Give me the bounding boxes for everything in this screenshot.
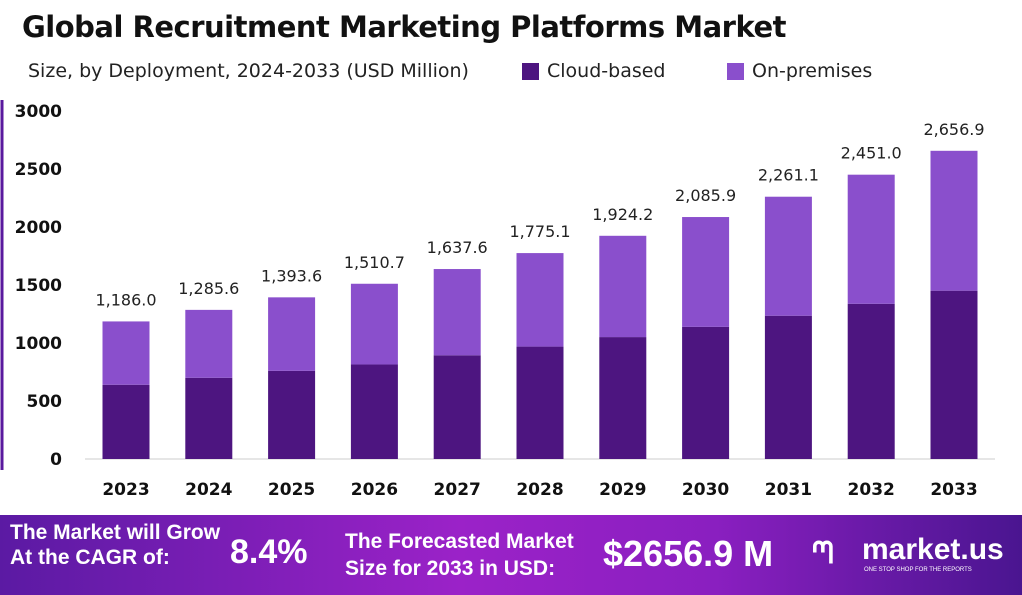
- bar-cloud-based-2029: [599, 337, 647, 459]
- x-tick-label: 2024: [185, 480, 232, 500]
- x-tick-label: 2028: [516, 480, 563, 500]
- logo-text: market.us: [862, 533, 1004, 566]
- x-tick-label: 2031: [765, 480, 812, 500]
- x-tick-label: 2027: [434, 480, 481, 500]
- bar-cloud-based-2023: [102, 384, 150, 459]
- bar-on-premises-2031: [764, 196, 812, 316]
- x-tick-label: 2025: [268, 480, 315, 500]
- cagr-text-1: The Market will Grow: [10, 521, 221, 544]
- bar-cloud-based-2025: [268, 370, 316, 459]
- x-tick-label: 2033: [930, 480, 977, 500]
- bar-on-premises-2028: [516, 253, 564, 347]
- data-label: 2,085.9: [675, 186, 736, 205]
- bar-on-premises-2029: [599, 235, 647, 338]
- bar-cloud-based-2032: [847, 303, 895, 459]
- y-tick-label: 2500: [15, 160, 62, 180]
- forecast-value: $2656.9 M: [603, 533, 774, 574]
- y-tick-label: 3000: [15, 102, 62, 122]
- x-tick-label: 2029: [599, 480, 646, 500]
- y-tick-label: 0: [50, 450, 62, 470]
- bar-on-premises-2023: [102, 321, 150, 385]
- legend-label: On-premises: [752, 60, 873, 82]
- bar-on-premises-2026: [350, 283, 398, 365]
- bar-cloud-based-2030: [682, 326, 730, 459]
- data-label: 1,186.0: [95, 290, 156, 309]
- bar-cloud-based-2028: [516, 346, 564, 459]
- data-label: 2,451.0: [841, 144, 902, 163]
- y-tick-label: 500: [27, 392, 63, 412]
- bar-cloud-based-2026: [350, 364, 398, 459]
- cagr-text-2: At the CAGR of:: [10, 546, 170, 569]
- cagr-value: 8.4%: [230, 533, 308, 571]
- y-tick-label: 1500: [15, 276, 62, 296]
- stacked-bar-chart: 0 500 1000 1500 2000 2500 3000 1,186.0 2023 1,285…: [0, 100, 995, 500]
- legend-label: Cloud-based: [547, 60, 666, 82]
- data-label: 1,510.7: [344, 253, 405, 272]
- data-label: 1,924.2: [592, 205, 653, 224]
- bar-cloud-based-2027: [433, 355, 481, 459]
- bar-cloud-based-2024: [185, 377, 233, 459]
- bar-cloud-based-2033: [930, 290, 978, 459]
- bar-on-premises-2024: [185, 309, 233, 378]
- summary-banner: The Market will Grow At the CAGR of: 8.4…: [0, 515, 1022, 595]
- forecast-text-2: Size for 2033 in USD:: [345, 557, 556, 580]
- x-tick-label: 2032: [848, 480, 895, 500]
- x-tick-label: 2030: [682, 480, 729, 500]
- legend-swatch: [727, 62, 744, 80]
- x-tick-label: 2026: [351, 480, 398, 500]
- bar-on-premises-2032: [847, 174, 895, 304]
- data-label: 1,637.6: [427, 238, 488, 257]
- x-tick-label: 2023: [102, 480, 149, 500]
- y-tick-label: 2000: [15, 218, 62, 238]
- forecast-text-1: The Forecasted Market: [345, 530, 574, 553]
- bar-on-premises-2030: [682, 217, 730, 327]
- data-label: 1,775.1: [509, 222, 570, 241]
- data-label: 2,261.1: [758, 166, 819, 185]
- y-tick-label: 1000: [15, 334, 62, 354]
- legend-item-onprem: On-premises: [727, 60, 872, 82]
- logo-tagline: ONE STOP SHOP FOR THE REPORTS: [864, 567, 972, 573]
- data-label: 1,285.6: [178, 279, 239, 298]
- bar-on-premises-2027: [433, 269, 481, 356]
- legend-item-cloud: Cloud-based: [522, 60, 665, 82]
- logo-icon: ᘉ: [812, 537, 834, 570]
- legend-swatch: [522, 62, 539, 80]
- chart-subtitle: Size, by Deployment, 2024-2033 (USD Mill…: [28, 60, 469, 82]
- chart-title: Global Recruitment Marketing Platforms M…: [22, 10, 786, 44]
- bar-cloud-based-2031: [764, 315, 812, 459]
- bar-on-premises-2033: [930, 150, 978, 291]
- data-label: 2,656.9: [923, 120, 984, 139]
- data-label: 1,393.6: [261, 266, 322, 285]
- bar-on-premises-2025: [268, 297, 316, 371]
